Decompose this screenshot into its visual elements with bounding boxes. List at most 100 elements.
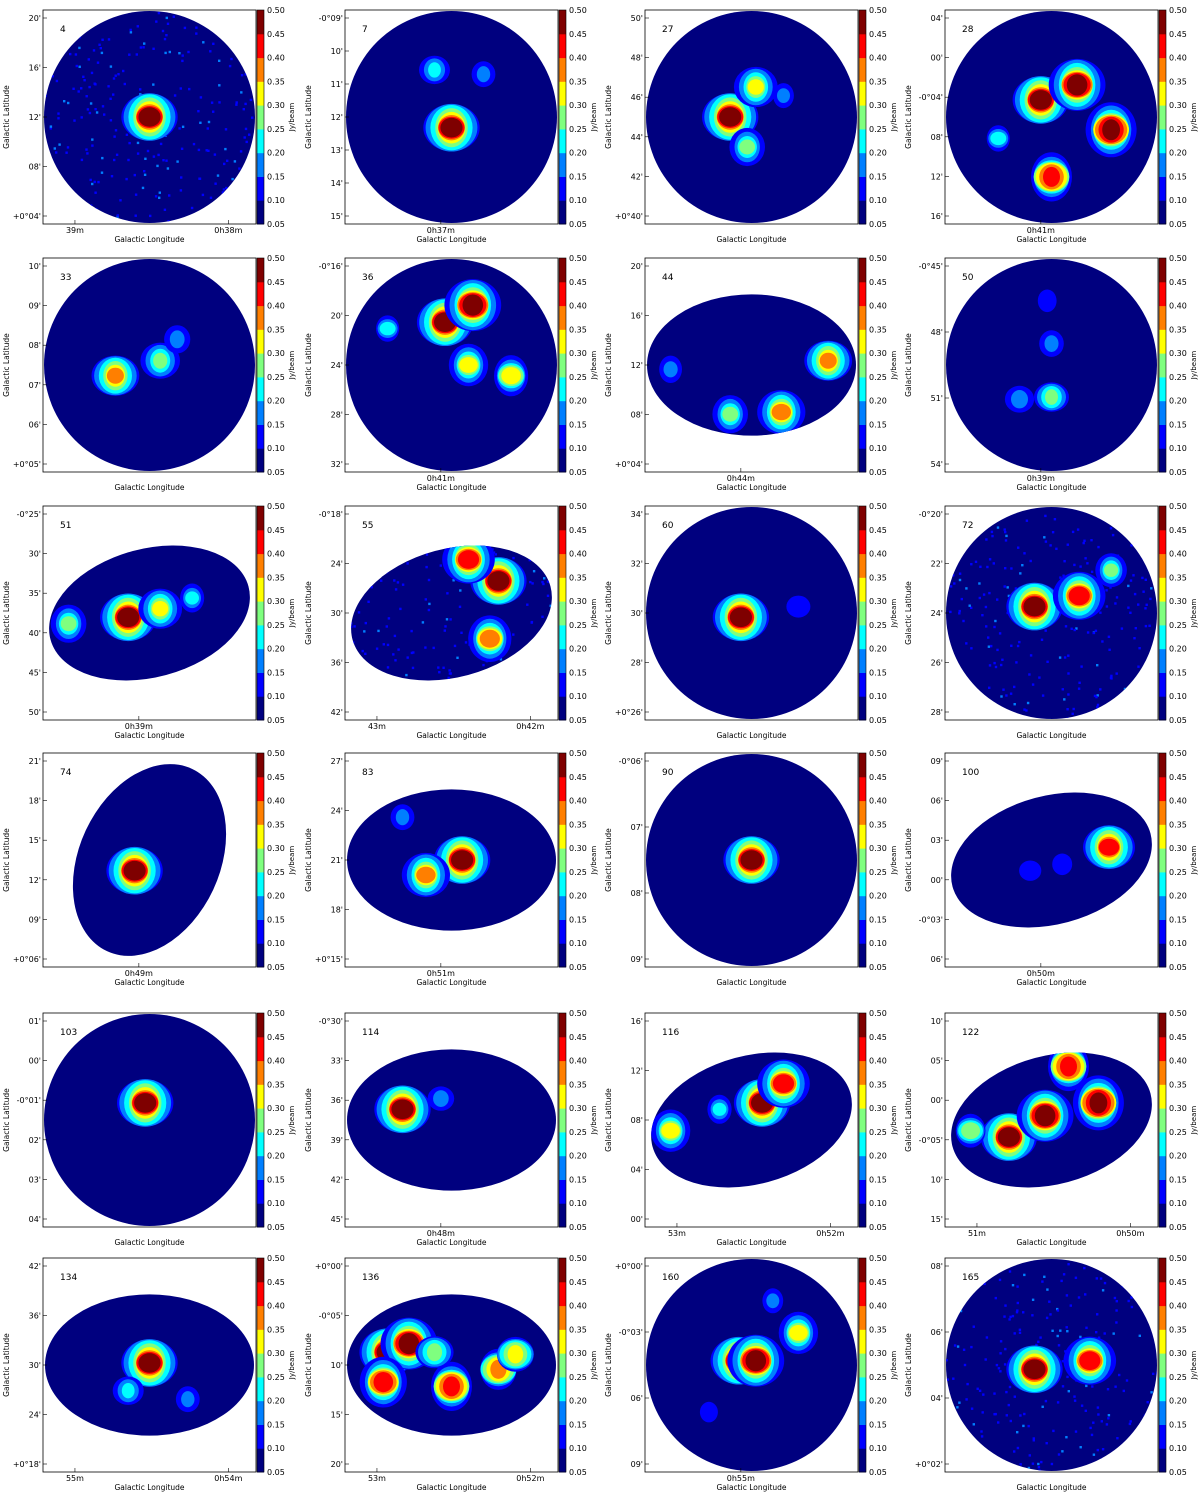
colorbar-tick-label: 0.50 [569,1254,587,1263]
panel-id-label: 116 [662,1028,679,1038]
y-tick-label: 03' [29,1175,41,1184]
colorbar-tick-label: 0.05 [869,716,887,725]
x-tick-label: 0h52m [516,1474,544,1483]
colorbar-tick-label: 0.50 [1169,1254,1187,1263]
x-axis-label: Galactic Longitude [416,1238,486,1247]
colorbar-segment [559,1400,566,1414]
x-tick-label: 53m [368,1474,386,1483]
source-blob [778,1311,819,1355]
colorbar-segment [257,1448,264,1461]
colorbar-segment [859,1036,866,1050]
colorbar-tick-label: 0.50 [869,6,887,15]
colorbar-tick-label: 0.25 [869,1373,887,1382]
colorbar-tick-label: 0.25 [869,621,887,630]
colorbar-segment [559,341,566,354]
colorbar-segment [559,1131,566,1145]
map-panel-33: 33 10' 09' 08' 07' 06' +0°05' Galactic Longitud… [2,254,296,492]
colorbar-segment [257,200,264,213]
colorbar-tick-label: 0.10 [1169,692,1187,701]
map-image [347,789,556,931]
colorbar-label: Jy/beam [590,351,598,381]
colorbar: 0.50 0.45 0.40 0.35 0.30 0.25 0.20 0.15 0.10 0.05… [858,1009,898,1232]
x-axis-label: Galactic Longitude [1016,978,1086,987]
colorbar-segment [859,529,866,543]
colorbar-tick-label: 0.20 [869,892,887,901]
source-blob [733,66,778,108]
panel-id-label: 51 [60,521,71,531]
colorbar-tick-label: 0.40 [267,550,285,559]
colorbar: 0.50 0.45 0.40 0.35 0.30 0.25 0.20 0.15 0.10 0.05… [256,502,296,725]
panel-id-label: 28 [962,25,974,35]
x-axis-label: Galactic Longitude [716,483,786,492]
colorbar-tick-label: 0.50 [267,749,285,758]
colorbar-segment [859,341,866,354]
colorbar-segment [559,1365,566,1378]
colorbar-label: Jy/beam [590,1106,598,1136]
colorbar-tick-label: 0.10 [267,196,285,205]
y-tick-label: -0°25' [17,510,41,519]
x-tick-label: 0h50m [1027,969,1055,978]
colorbar-segment [559,1448,566,1461]
colorbar-segment [257,400,264,414]
source-blob [955,1113,986,1148]
y-tick-label: 48' [931,328,943,337]
colorbar-segment [257,824,264,837]
panel-id-label: 83 [362,768,373,778]
colorbar-segment [1159,164,1166,177]
colorbar-tick-label: 0.10 [1169,939,1187,948]
colorbar-segment [1159,1024,1166,1038]
colorbar-tick-label: 0.05 [869,963,887,972]
colorbar-tick-label: 0.40 [1169,1057,1187,1066]
x-tick-label: 55m [66,1474,84,1483]
colorbar-segment [257,1084,264,1097]
colorbar-segment [1159,919,1166,932]
colorbar-tick-label: 0.45 [869,278,887,287]
colorbar-tick-label: 0.25 [569,1373,587,1382]
y-tick-label: 00' [931,1096,943,1105]
colorbar-segment [559,883,566,897]
colorbar-tick-label: 0.25 [869,868,887,877]
colorbar-segment [1159,565,1166,578]
colorbar-segment [257,388,264,402]
panel-id-label: 100 [962,768,979,778]
colorbar-segment [559,376,566,390]
map-panel-136: 136 +0°00' -0°05' 10' 15' 20' 53m 0h52m Galactic… [304,1254,598,1492]
colorbar-tick-label: 0.15 [267,668,285,677]
colorbar-segment [257,188,264,201]
colorbar-label: Jy/beam [1190,103,1198,133]
source-blob [112,1376,144,1405]
source-blob [444,279,502,332]
colorbar: 0.50 0.45 0.40 0.35 0.30 0.25 0.20 0.15 0.10 0.05… [858,1254,898,1477]
y-tick-label: 06' [931,955,943,964]
map-panel-27: 27 50' 48' 46' 44' 42' +0°40' Galactic Longitud… [604,6,898,244]
x-tick-label: 0h38m [214,226,242,235]
y-tick-label: 32' [331,460,343,469]
y-tick-label: 12' [29,876,41,885]
colorbar-segment [559,764,566,778]
colorbar-segment [559,529,566,543]
colorbar-segment [1159,1013,1166,1026]
colorbar-segment [1159,1281,1166,1295]
colorbar-segment [559,860,566,873]
y-axis-label: Galactic Latitude [2,85,11,149]
colorbar-segment [1159,776,1166,790]
colorbar-tick-label: 0.10 [267,939,285,948]
colorbar-segment [1159,1436,1166,1449]
colorbar-segment [1159,1329,1166,1342]
colorbar-segment [1159,648,1166,662]
y-tick-label: 42' [631,172,643,181]
source-blob [140,342,180,379]
colorbar-tick-label: 0.50 [869,749,887,758]
colorbar-segment [859,1448,866,1461]
colorbar-tick-label: 0.10 [267,1444,285,1453]
colorbar-segment [559,1258,566,1271]
colorbar: 0.50 0.45 0.40 0.35 0.30 0.25 0.20 0.15 0.10 0.05… [256,1009,296,1232]
colorbar-label: Jy/beam [890,599,898,629]
colorbar-tick-label: 0.15 [1169,915,1187,924]
colorbar-segment [859,1131,866,1145]
colorbar-tick-label: 0.05 [1169,468,1187,477]
colorbar-segment [859,128,866,142]
colorbar-tick-label: 0.30 [1169,597,1187,606]
colorbar: 0.50 0.45 0.40 0.35 0.30 0.25 0.20 0.15 0.10 0.05… [558,1254,598,1477]
